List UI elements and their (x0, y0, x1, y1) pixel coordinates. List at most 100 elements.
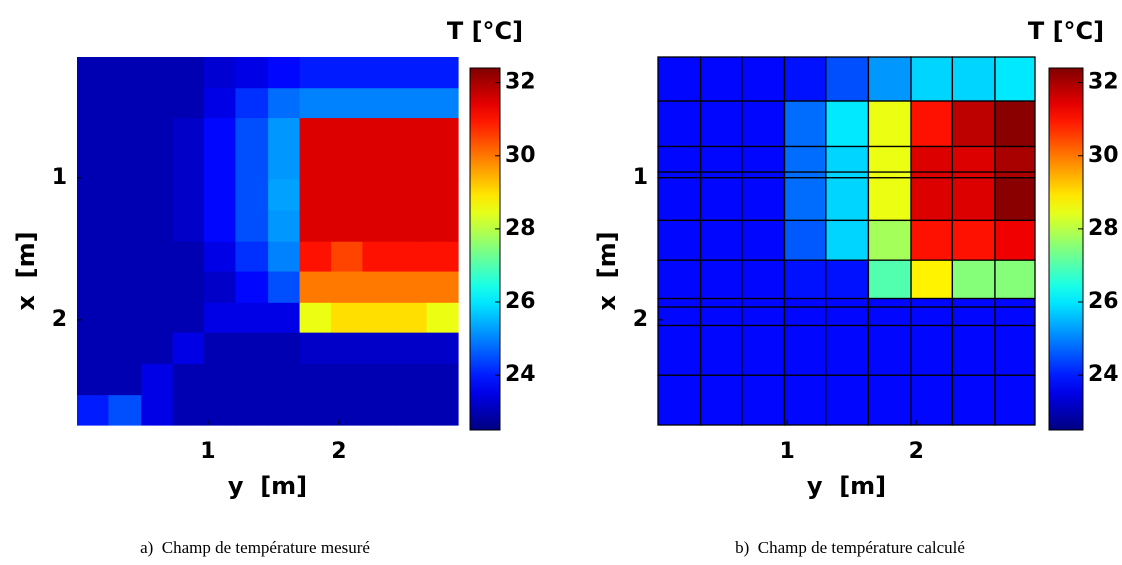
heatmap-cell (108, 118, 142, 150)
heatmap-cell (741, 100, 786, 148)
heatmap-cell (141, 271, 174, 304)
heatmap-cell (299, 271, 332, 304)
heatmap-cell (362, 395, 396, 426)
heatmap-cell (783, 177, 827, 222)
heatmap-cell (235, 363, 269, 396)
heatmap-cell (699, 171, 743, 179)
heatmap-cell (268, 210, 301, 243)
heatmap-cell (331, 118, 364, 150)
heatmap-cell (172, 88, 205, 119)
heatmap-cell (741, 177, 786, 222)
heatmap-cell (299, 118, 332, 150)
heatmap-cell (235, 118, 269, 150)
colorbar (1048, 67, 1084, 431)
heatmap-cell (825, 56, 870, 102)
heatmap-cell (825, 171, 870, 179)
heatmap-cell (331, 149, 364, 180)
heatmap-cell (657, 171, 702, 179)
heatmap-cell (108, 271, 142, 304)
colorbar-tick-label: 30 (505, 143, 536, 168)
heatmap-cell (395, 210, 428, 243)
heatmap-cell (657, 324, 702, 376)
heatmap-cell (867, 259, 912, 300)
heatmap-cell (108, 395, 142, 426)
heatmap-cell (951, 324, 996, 376)
heatmap-cell (362, 363, 396, 396)
heatmap-cell (172, 395, 205, 426)
colorbar (469, 67, 501, 431)
heatmap-cell (141, 149, 174, 180)
heatmap-cell (395, 395, 428, 426)
x-tick-label: 1 (200, 439, 215, 464)
y-tick-label: 1 (52, 165, 67, 190)
heatmap-cell (699, 306, 743, 327)
heatmap-cell (172, 363, 205, 396)
heatmap-cell (395, 149, 428, 180)
heatmap-cell (362, 210, 396, 243)
heatmap-cell (268, 88, 301, 119)
heatmap-cell (395, 118, 428, 150)
heatmap-cell (235, 210, 269, 243)
heatmap-cell (699, 100, 743, 148)
heatmap-cell (204, 271, 237, 304)
heatmap-cell (331, 88, 364, 119)
heatmap-cell (825, 324, 870, 376)
heatmap-cell (108, 149, 142, 180)
x-tick-label: 2 (331, 439, 346, 464)
heatmap-cell (77, 149, 110, 180)
heatmap-cell (235, 88, 269, 119)
heatmap-cell (77, 210, 110, 243)
heatmap-cell (426, 88, 459, 119)
heatmap-cell (951, 306, 996, 327)
heatmap-cell (299, 88, 332, 119)
heatmap-cell (699, 374, 743, 426)
heatmap-cell (172, 210, 205, 243)
heatmap-cell (657, 374, 702, 426)
caption: a) Champ de température mesuré (140, 538, 370, 557)
heatmap-cell (825, 374, 870, 426)
heatmap-cell (426, 241, 459, 273)
heatmap-cell (268, 118, 301, 150)
heatmap-cell (77, 271, 110, 304)
heatmap-cell (362, 271, 396, 304)
heatmap-cell (362, 88, 396, 119)
heatmap-cell (362, 149, 396, 180)
heatmap-cell (331, 179, 364, 212)
heatmap-cell (395, 57, 428, 89)
heatmap-cell (299, 302, 332, 334)
heatmap-cell (77, 57, 110, 89)
heatmap-cell (699, 259, 743, 300)
x-axis-label: y [m] (807, 472, 886, 500)
heatmap-cell (108, 332, 142, 365)
heatmap-cell (362, 179, 396, 212)
heatmap-cell (235, 57, 269, 89)
heatmap-cell (825, 297, 870, 308)
heatmap-cell (108, 302, 142, 334)
heatmap-cell (235, 241, 269, 273)
colorbar-tick-label: 24 (505, 362, 536, 387)
heatmap-cell (204, 302, 237, 334)
heatmap-cell (783, 297, 827, 308)
heatmap-cell (204, 149, 237, 180)
heatmap-cell (108, 210, 142, 243)
heatmap-cell (910, 100, 954, 148)
y-tick-label: 2 (633, 307, 648, 332)
heatmap-cell (108, 363, 142, 396)
heatmap-cell (141, 118, 174, 150)
heatmap-cell (783, 324, 827, 376)
heatmap-cell (172, 271, 205, 304)
heatmap-cell (204, 395, 237, 426)
heatmap-cell (362, 57, 396, 89)
heatmap-cell (741, 171, 786, 179)
heatmap-cell (395, 332, 428, 365)
heatmap-cell (141, 395, 174, 426)
heatmap-cell (77, 241, 110, 273)
heatmap-cell (299, 149, 332, 180)
heatmap-cell (699, 56, 743, 102)
heatmap-cell (77, 302, 110, 334)
heatmap-cell (951, 219, 996, 261)
heatmap-cell (994, 100, 1036, 148)
heatmap-cell (235, 179, 269, 212)
heatmap-cell (910, 219, 954, 261)
heatmap-cell (910, 171, 954, 179)
